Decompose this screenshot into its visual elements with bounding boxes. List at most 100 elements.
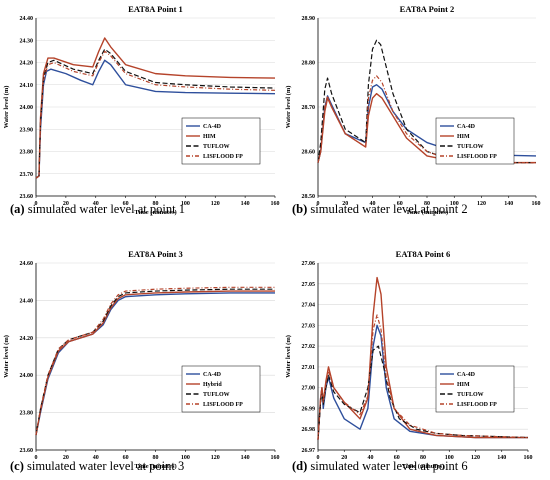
x-tick-label: 80 — [153, 201, 159, 207]
y-tick-label: 24.20 — [20, 336, 34, 342]
legend-label: TUFLOW — [457, 144, 484, 150]
chart-panel-4: EAT8A Point 6 26.97 26.98 26.99 27.00 27.01 27… — [285, 249, 533, 470]
x-axis-label: Time (minutes) — [134, 209, 176, 216]
legend: CA-4D HIM TUFLOW LISFLOOD FP — [435, 365, 515, 413]
x-tick-label: 80 — [420, 455, 426, 461]
x-tick-label: 40 — [368, 455, 374, 461]
chart-title: EAT8A Point 2 — [400, 4, 455, 14]
series-line-lisflood-fp — [35, 286, 275, 436]
x-tick-label: 160 — [271, 201, 280, 207]
chart-title: EAT8A Point 1 — [128, 4, 183, 14]
y-tick-label: 24.30 — [20, 38, 34, 44]
caption-b-letter: (b) — [292, 202, 308, 216]
x-axis-label: Time (minutes) — [134, 463, 176, 470]
y-axis-label: Water level (m) — [285, 86, 292, 129]
chart-title: EAT8A Point 3 — [128, 249, 183, 259]
y-tick-label: 24.60 — [20, 261, 34, 267]
legend-label: HIM — [203, 134, 216, 140]
y-tick-label: 28.50 — [302, 194, 316, 200]
x-tick-label: 20 — [63, 455, 69, 461]
chart-title: EAT8A Point 6 — [396, 249, 451, 259]
x-tick-label: 60 — [123, 201, 129, 207]
x-tick-label: 60 — [123, 455, 129, 461]
series-line-tuflow — [35, 288, 275, 436]
x-tick-label: 140 — [497, 455, 506, 461]
y-tick-label: 23.60 — [20, 448, 34, 454]
x-tick-label: 80 — [424, 201, 430, 207]
y-tick-label: 28.60 — [302, 150, 316, 156]
legend-label: LISFLOOD FP — [457, 154, 497, 160]
x-tick-label: 80 — [153, 455, 159, 461]
x-axis-label: Time (minutes) — [406, 209, 448, 216]
chart-panel-1: EAT8A Point 1 23.60 23.70 23.80 23.90 24.00 24… — [3, 4, 280, 216]
x-tick-label: 100 — [445, 455, 454, 461]
y-tick-label: 26.99 — [302, 406, 316, 412]
y-tick-label: 27.05 — [302, 282, 316, 288]
x-tick-label: 40 — [370, 201, 376, 207]
x-tick-label: 160 — [524, 455, 533, 461]
caption-b-text: simulated water level at point 2 — [307, 202, 468, 216]
series-line-hybrid — [35, 290, 275, 436]
y-tick-label: 27.03 — [302, 323, 316, 329]
legend: CA-4D HIM TUFLOW LISFLOOD FP — [181, 117, 261, 165]
x-tick-label: 120 — [477, 201, 486, 207]
x-tick-label: 120 — [211, 455, 220, 461]
legend-label: LISFLOOD FP — [203, 154, 243, 160]
y-axis-label: Water level (m) — [285, 335, 292, 378]
y-tick-label: 24.40 — [20, 298, 34, 304]
legend-label: CA-4D — [203, 124, 222, 130]
y-tick-label: 27.04 — [302, 303, 316, 309]
caption-b: (b) simulated water level at point 2 — [292, 202, 468, 217]
x-tick-label: 0 — [317, 201, 320, 207]
x-tick-label: 120 — [211, 201, 220, 207]
legend: CA-4D Hybrid TUFLOW LISFLOOD FP — [181, 365, 261, 413]
y-tick-label: 23.70 — [20, 172, 34, 178]
series-line-tuflow — [35, 48, 276, 179]
series-line-ca-4d — [317, 324, 528, 440]
x-tick-label: 40 — [93, 201, 99, 207]
y-tick-label: 24.40 — [20, 16, 34, 22]
y-tick-label: 24.20 — [20, 61, 34, 67]
y-tick-label: 26.98 — [302, 427, 316, 433]
caption-a-letter: (a) — [10, 202, 25, 216]
x-tick-label: 100 — [181, 201, 190, 207]
caption-a: (a) simulated water level at point 1 — [10, 202, 185, 217]
legend-label: LISFLOOD FP — [457, 402, 497, 408]
series-line-tuflow — [317, 345, 529, 440]
y-tick-label: 27.06 — [302, 261, 316, 267]
x-tick-label: 20 — [63, 201, 69, 207]
legend-label: CA-4D — [457, 372, 476, 378]
caption-d: (d) simulated water level at point 6 — [292, 459, 468, 474]
y-tick-label: 23.90 — [20, 127, 34, 133]
x-tick-label: 0 — [35, 201, 38, 207]
caption-c-text: simulated water level at point 3 — [23, 459, 185, 473]
y-tick-label: 28.90 — [302, 16, 316, 22]
caption-c: (c) simulated water level at point 3 — [10, 459, 184, 474]
y-tick-label: 27.01 — [302, 365, 316, 371]
caption-c-letter: (c) — [10, 459, 24, 473]
series-line-ca-4d — [35, 292, 275, 436]
y-tick-label: 24.10 — [20, 83, 34, 89]
x-tick-label: 160 — [532, 201, 541, 207]
x-tick-label: 100 — [450, 201, 459, 207]
y-tick-label: 23.60 — [20, 194, 34, 200]
x-axis-label: Time (minutes) — [402, 463, 444, 470]
caption-a-text: simulated water level at point 1 — [24, 202, 185, 216]
chart-panel-2: EAT8A Point 2 28.50 28.60 28.70 28.80 28.90 0 2… — [285, 4, 541, 216]
x-tick-label: 120 — [471, 455, 480, 461]
legend-label: LISFLOOD FP — [203, 402, 243, 408]
y-tick-label: 24.00 — [20, 105, 34, 111]
x-tick-label: 0 — [35, 455, 38, 461]
legend-label: CA-4D — [203, 372, 222, 378]
caption-d-text: simulated water level at point 6 — [307, 459, 468, 473]
series-line-him — [317, 276, 528, 440]
x-tick-label: 140 — [504, 201, 513, 207]
legend: CA-4D HIM TUFLOW LISFLOOD FP — [435, 117, 515, 165]
x-tick-label: 40 — [93, 455, 99, 461]
legend-label: TUFLOW — [203, 392, 230, 398]
y-tick-label: 28.80 — [302, 61, 316, 67]
legend-label: HIM — [457, 382, 470, 388]
legend-label: Hybrid — [203, 382, 222, 388]
x-tick-label: 20 — [342, 201, 348, 207]
